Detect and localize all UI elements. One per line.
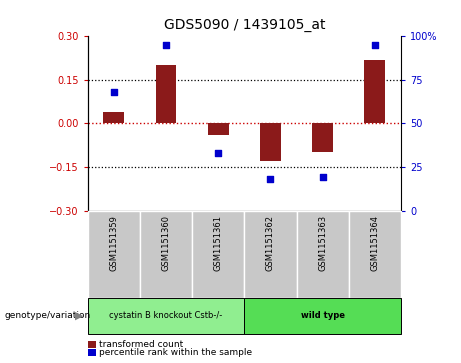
Bar [103,112,124,123]
Text: ▶: ▶ [75,311,83,321]
Text: GSM1151360: GSM1151360 [161,215,171,271]
Text: GSM1151362: GSM1151362 [266,215,275,271]
Text: percentile rank within the sample: percentile rank within the sample [99,348,252,357]
Text: genotype/variation: genotype/variation [5,311,91,320]
Text: cystatin B knockout Cstb-/-: cystatin B knockout Cstb-/- [109,311,223,320]
Text: GSM1151363: GSM1151363 [318,215,327,271]
Point [371,42,378,48]
Bar [312,123,333,152]
Bar [155,65,177,123]
Title: GDS5090 / 1439105_at: GDS5090 / 1439105_at [164,19,325,33]
Point [214,150,222,156]
Text: GSM1151361: GSM1151361 [214,215,223,271]
Text: GSM1151359: GSM1151359 [109,215,118,271]
Bar [260,123,281,161]
Text: wild type: wild type [301,311,345,320]
Text: transformed count: transformed count [99,340,183,349]
Point [162,42,170,48]
Point [110,89,118,95]
Bar [365,60,385,123]
Text: GSM1151364: GSM1151364 [371,215,379,271]
Bar [208,123,229,135]
Point [267,176,274,182]
Point [319,175,326,180]
